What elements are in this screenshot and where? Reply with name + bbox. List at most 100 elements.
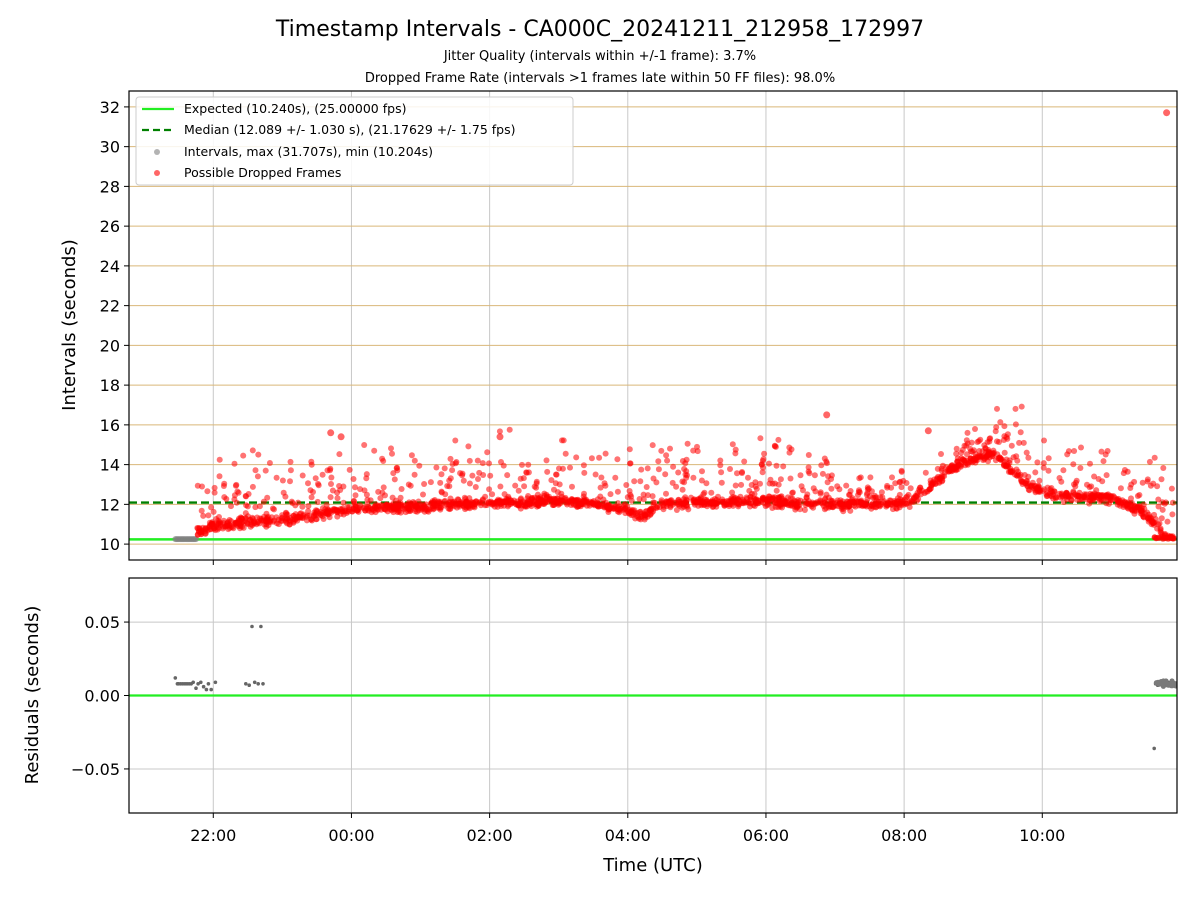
dropped-frame-point <box>588 455 595 462</box>
dropped-frame-point <box>779 495 786 502</box>
dropped-frame-point <box>1024 482 1031 489</box>
top-ytick-label-10: 30 <box>100 138 120 157</box>
dropped-frame-point <box>498 459 504 465</box>
dropped-frame-point <box>840 508 847 515</box>
dropped-frame-point <box>295 499 302 506</box>
dropped-frame-point <box>992 428 999 435</box>
dropped-frame-point <box>472 484 479 490</box>
dropped-frame-point <box>878 489 885 496</box>
dropped-frame-point <box>354 504 361 511</box>
dropped-frame-point <box>936 479 943 486</box>
dropped-frame-point <box>1131 478 1138 485</box>
dropped-frame-point <box>572 501 579 508</box>
dropped-frame-point <box>328 481 334 487</box>
dropped-frame-point <box>655 458 662 465</box>
dropped-frame-point <box>1100 458 1107 465</box>
dropped-frame-point <box>729 441 736 448</box>
dropped-frame-point <box>1122 499 1129 506</box>
dropped-frame-point <box>975 438 982 445</box>
dropped-frame-point <box>805 452 812 458</box>
dropped-frame-point <box>664 457 671 464</box>
dropped-frame-point <box>279 477 286 484</box>
dropped-frame-point <box>955 461 962 468</box>
dropped-frame-point <box>256 520 263 527</box>
outlier-point-4 <box>496 433 504 441</box>
dropped-frame-point <box>299 472 306 479</box>
top-data-points <box>172 109 1177 543</box>
dropped-frame-point <box>357 486 364 493</box>
dropped-frame-point <box>287 478 293 485</box>
dropped-frame-point <box>486 486 493 493</box>
dropped-frame-point <box>758 461 765 468</box>
top-ytick-label-1: 12 <box>100 495 120 514</box>
dropped-frame-point <box>1071 448 1078 454</box>
dropped-frame-point <box>581 469 588 476</box>
dropped-frame-point <box>614 488 621 495</box>
dropped-frame-point <box>327 494 334 501</box>
dropped-frame-point <box>927 480 934 487</box>
dropped-frame-point <box>637 508 644 515</box>
dropped-frame-point <box>867 474 874 481</box>
dropped-frame-point <box>484 449 491 456</box>
dropped-frame-point <box>1140 514 1147 521</box>
dropped-frame-point <box>340 499 347 506</box>
dropped-frame-point <box>938 451 944 457</box>
dropped-frame-point <box>698 477 705 484</box>
dropped-frame-point <box>560 437 567 444</box>
dropped-frame-point <box>1156 520 1163 527</box>
residual-point-23 <box>259 624 263 629</box>
dropped-frame-point <box>614 506 621 513</box>
dropped-frame-point <box>647 511 654 518</box>
dropped-frame-point <box>847 488 854 494</box>
dropped-frame-point <box>361 442 368 448</box>
dropped-frame-point <box>1060 499 1067 505</box>
dropped-frame-point <box>912 492 919 499</box>
xtick-label-0: 22:00 <box>190 826 236 845</box>
dropped-frame-point <box>563 499 569 506</box>
legend-expected-label: Expected (10.240s), (25.00000 fps) <box>184 101 406 116</box>
dropped-frame-point <box>437 479 444 486</box>
dropped-frame-point <box>237 525 243 532</box>
dropped-frame-point <box>215 520 222 527</box>
dropped-frame-point <box>243 493 249 500</box>
dropped-frame-point <box>485 500 492 507</box>
dropped-frame-point <box>334 495 341 502</box>
dropped-frame-point <box>1161 534 1168 541</box>
dropped-frame-point <box>263 510 270 517</box>
dropped-frame-point <box>280 489 287 496</box>
dropped-frame-point <box>1149 519 1156 526</box>
dropped-frame-point <box>586 500 593 507</box>
xtick-label-6: 10:00 <box>1019 826 1065 845</box>
dropped-frame-point <box>1098 448 1105 455</box>
dropped-frame-point <box>663 452 670 459</box>
dropped-frame-point <box>663 490 669 497</box>
dropped-frame-point <box>628 512 635 519</box>
dropped-frame-point <box>198 507 205 514</box>
dropped-frame-point <box>461 494 468 501</box>
dropped-frame-point <box>1041 437 1047 444</box>
xtick-label-2: 02:00 <box>467 826 513 845</box>
dropped-frame-point <box>681 466 688 472</box>
dropped-frame-point <box>1160 465 1167 471</box>
dropped-frame-point <box>775 436 782 443</box>
dropped-frame-point <box>204 488 211 495</box>
dropped-frame-point <box>903 500 910 507</box>
dropped-frame-point <box>632 515 639 522</box>
dropped-frame-point <box>205 512 212 519</box>
dropped-frame-point <box>949 465 956 472</box>
dropped-frame-point <box>394 509 401 516</box>
dropped-frame-point <box>346 504 352 511</box>
dropped-frame-point <box>675 469 682 476</box>
dropped-frame-point <box>1036 477 1043 484</box>
dropped-frame-point <box>997 419 1004 426</box>
dropped-frame-point <box>898 468 905 475</box>
dropped-frame-point <box>812 488 819 495</box>
residual-point-13 <box>201 684 206 689</box>
dropped-frame-point <box>694 443 700 450</box>
dropped-frame-point <box>637 516 644 523</box>
top-ytick-label-0: 10 <box>100 535 120 554</box>
dropped-frame-point <box>732 482 739 489</box>
dropped-frame-point <box>438 489 445 496</box>
dropped-frame-point <box>548 477 555 484</box>
